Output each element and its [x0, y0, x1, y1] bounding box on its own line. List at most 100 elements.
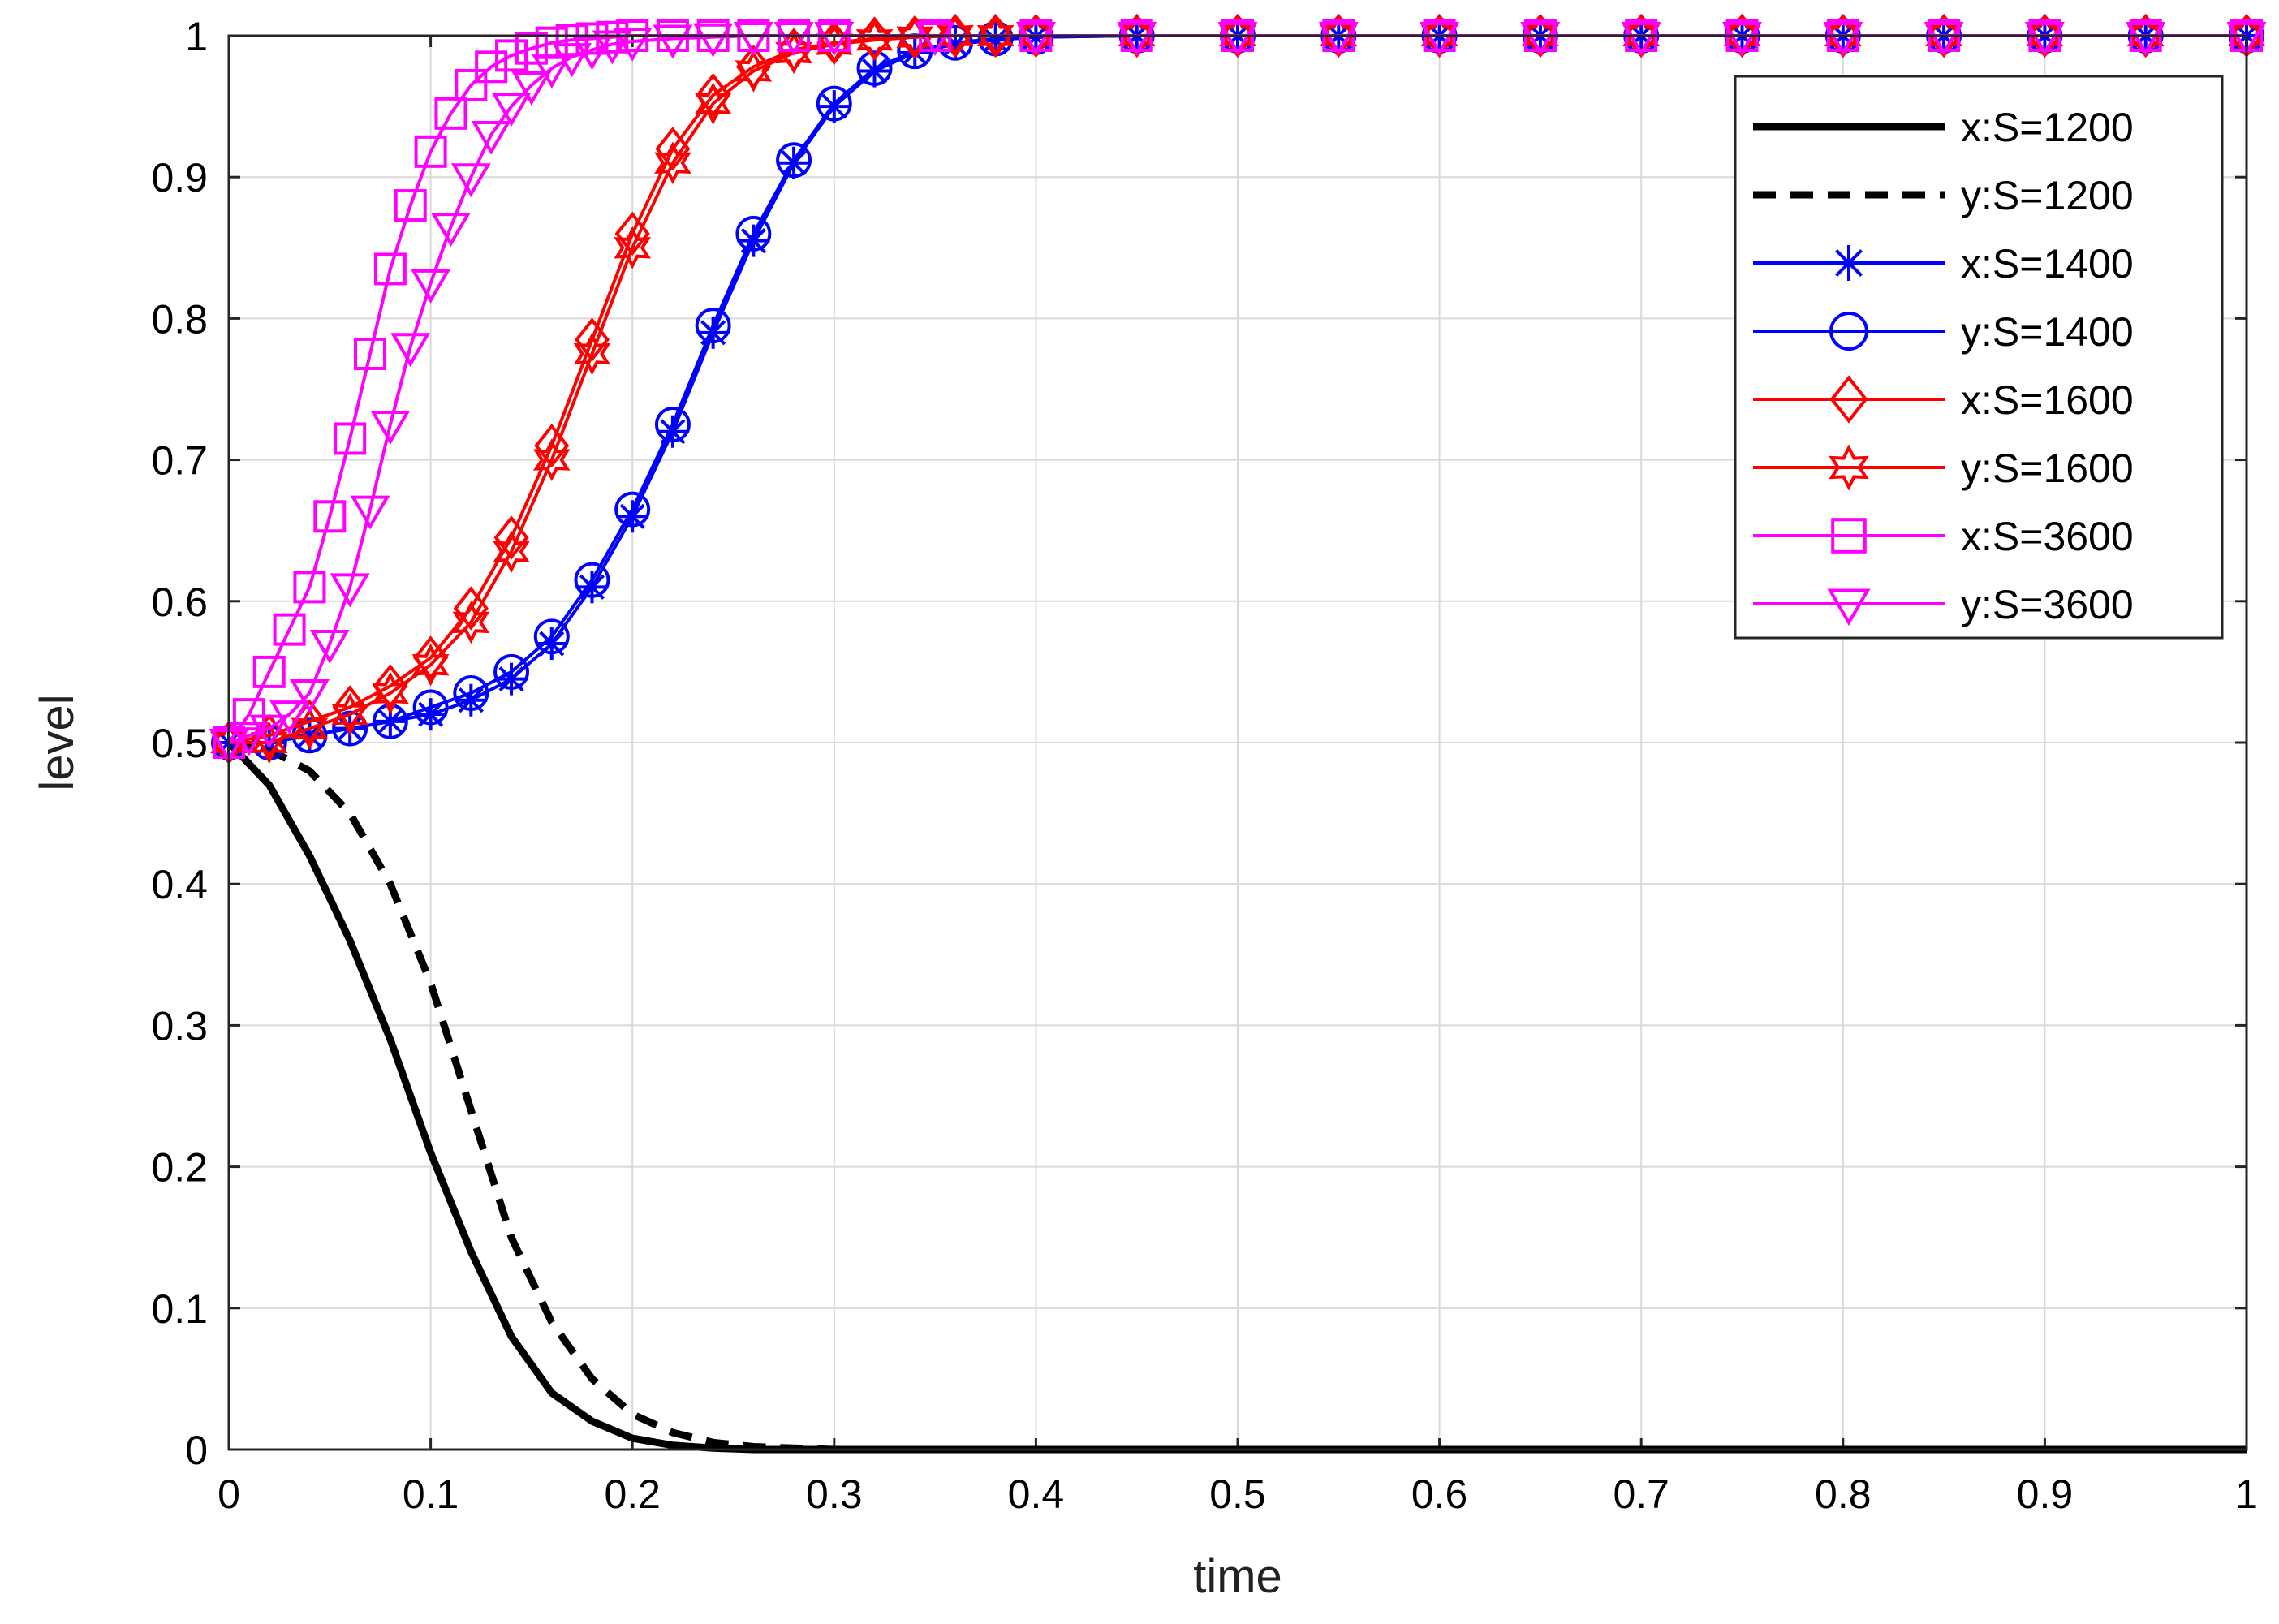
y-tick-label: 0.1 — [151, 1286, 208, 1332]
legend-entry: y:S=1600 — [1753, 444, 2134, 491]
square-marker — [354, 337, 387, 370]
square-marker — [313, 500, 347, 533]
circle-marker — [453, 675, 489, 712]
circle-marker — [856, 50, 893, 87]
x-tick-label: 0.9 — [2017, 1471, 2074, 1517]
x-axis-label: time — [1193, 1550, 1282, 1603]
y-tick-label: 0.8 — [151, 296, 208, 342]
circle-marker — [574, 562, 610, 598]
y-tick-label: 1 — [185, 14, 208, 59]
x-tick-label: 0.1 — [403, 1471, 459, 1517]
legend-label: x:S=3600 — [1961, 514, 2134, 559]
square-marker — [434, 97, 467, 130]
triangle-marker — [269, 700, 310, 735]
triangle-marker — [2024, 22, 2065, 56]
hexagram-marker — [976, 14, 1015, 58]
circle-marker — [1829, 312, 1868, 351]
square-marker — [273, 613, 306, 646]
x-tick-label: 0.4 — [1008, 1471, 1065, 1517]
triangle-marker — [2126, 22, 2166, 56]
circle-marker — [412, 689, 449, 726]
triangle-marker — [915, 22, 955, 56]
triangle-marker — [693, 23, 734, 58]
asterisk-marker — [1831, 245, 1867, 281]
legend-entry: x:S=3600 — [1753, 514, 2134, 559]
legend-label: x:S=1600 — [1961, 377, 2134, 423]
triangle-marker — [1420, 22, 1460, 56]
y-tick-label: 0.4 — [151, 862, 208, 907]
plot-frame — [227, 34, 2248, 1451]
triangle-marker — [450, 163, 491, 198]
hexagram-marker — [291, 707, 329, 750]
diamond-marker — [1829, 375, 1868, 424]
hexagram-marker — [855, 18, 894, 62]
y-axis-label: level — [31, 694, 84, 790]
hexagram-marker — [654, 141, 691, 185]
triangle-marker — [229, 722, 269, 756]
square-marker — [475, 50, 508, 84]
hexagram-marker — [532, 438, 571, 481]
hexagram-marker — [896, 15, 934, 59]
triangle-marker — [552, 43, 592, 78]
diamond-marker — [413, 635, 449, 680]
diamond-marker — [373, 664, 408, 709]
diamond-marker — [332, 685, 368, 730]
square-marker — [495, 39, 528, 72]
hexagram-marker — [735, 50, 773, 93]
triangle-marker — [411, 269, 451, 304]
triangle-marker — [532, 54, 572, 89]
triangle-marker — [471, 120, 511, 155]
x-tick-label: 0.7 — [1613, 1471, 1669, 1517]
asterisk-marker — [696, 316, 730, 349]
y-tick-label: 0.2 — [151, 1145, 208, 1191]
square-marker — [1831, 518, 1867, 554]
square-marker — [334, 422, 367, 455]
legend-entry: x:S=1400 — [1753, 241, 2134, 286]
circle-marker — [493, 653, 530, 690]
triangle-marker — [1924, 22, 1964, 56]
triangle-marker — [612, 27, 653, 62]
triangle-marker — [1318, 22, 1359, 56]
x-tick-label: 0.2 — [604, 1471, 661, 1517]
x-tick-label: 0.6 — [1411, 1471, 1468, 1517]
hexagram-marker — [452, 601, 490, 644]
x-tick-label: 0.3 — [806, 1471, 863, 1517]
diamond-marker — [574, 317, 610, 362]
circle-marker — [816, 85, 852, 122]
diamond-marker — [696, 72, 731, 118]
square-marker — [252, 655, 286, 688]
asterisk-stroke — [1835, 249, 1863, 277]
triangle-marker — [733, 22, 773, 56]
hexagram-marker — [1829, 444, 1869, 491]
circle-marker — [776, 142, 812, 179]
diamond-marker — [655, 127, 691, 171]
triangle-marker — [430, 213, 471, 248]
x-tick-label: 0.8 — [1815, 1471, 1872, 1517]
triangle-marker — [370, 411, 411, 446]
asterisk-marker — [737, 224, 770, 257]
triangle-marker — [1827, 588, 1871, 627]
asterisk-marker — [535, 627, 568, 661]
square-marker — [555, 24, 588, 57]
x-tick-labels: 0 0.1 0.2 0.3 0.4 0.5 0.6 0.7 0.8 0.9 1 — [218, 1471, 2258, 1517]
triangle-marker — [571, 36, 612, 71]
y-tick-label: 0.5 — [151, 721, 208, 766]
triangle-marker — [491, 93, 532, 127]
legend-label: y:S=1200 — [1961, 173, 2134, 218]
triangle-marker — [2226, 22, 2267, 56]
y-tick-label: 0.9 — [151, 155, 208, 200]
triangle-marker — [1823, 22, 1863, 56]
triangle-marker — [350, 495, 390, 530]
x-tick-label: 0 — [218, 1471, 240, 1517]
legend-box — [1734, 75, 2224, 640]
triangle-marker — [814, 22, 855, 56]
legend-entry: x:S=1600 — [1753, 375, 2134, 424]
circle-marker — [735, 215, 772, 252]
circle-marker — [533, 618, 570, 655]
triangle-marker — [1621, 22, 1661, 56]
triangle-marker — [592, 30, 632, 65]
square-marker — [414, 135, 447, 168]
square-marker — [455, 68, 488, 101]
